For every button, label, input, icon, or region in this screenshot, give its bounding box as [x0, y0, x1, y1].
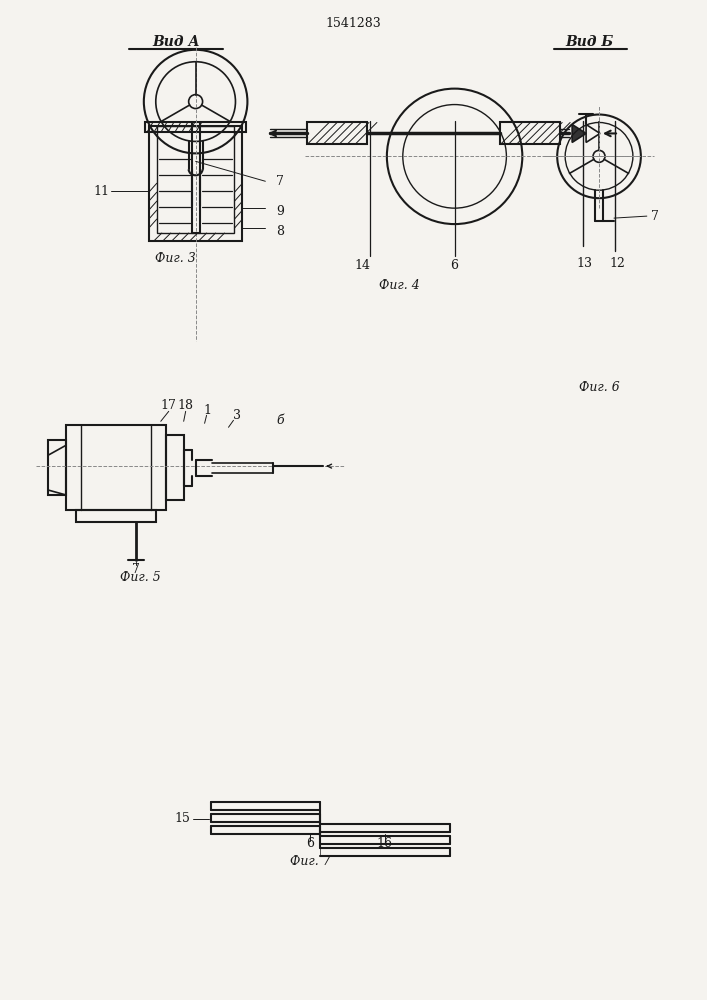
Text: б: б — [276, 414, 284, 427]
Polygon shape — [572, 124, 586, 142]
Bar — [157, 126, 235, 233]
Text: Фиг. 4: Фиг. 4 — [380, 279, 420, 292]
Text: 7: 7 — [276, 175, 284, 188]
Text: 1541283: 1541283 — [325, 17, 381, 30]
Text: 11: 11 — [93, 185, 109, 198]
Bar — [48, 440, 66, 495]
Text: 13: 13 — [576, 257, 592, 270]
Bar — [66, 425, 165, 510]
Text: 7: 7 — [132, 563, 140, 576]
Text: 1: 1 — [204, 404, 211, 417]
Text: Фиг. 7: Фиг. 7 — [290, 855, 331, 868]
Text: 16: 16 — [377, 837, 393, 850]
Text: 9: 9 — [276, 205, 284, 218]
Bar — [145, 122, 247, 132]
Text: Вид А: Вид А — [152, 35, 199, 49]
Bar — [307, 122, 367, 144]
Text: 14: 14 — [354, 259, 370, 272]
Bar — [165, 435, 184, 500]
Text: 17: 17 — [160, 399, 177, 412]
Text: 6: 6 — [306, 837, 314, 850]
Bar — [76, 510, 156, 522]
Text: 3: 3 — [233, 409, 242, 422]
Text: 15: 15 — [175, 812, 191, 825]
Text: 8: 8 — [276, 225, 284, 238]
Text: Фиг. 3: Фиг. 3 — [156, 252, 196, 265]
Bar — [501, 122, 560, 144]
Text: Вид Б: Вид Б — [565, 35, 613, 49]
Text: 7: 7 — [651, 210, 659, 223]
Text: 6: 6 — [450, 259, 459, 272]
Text: 18: 18 — [177, 399, 194, 412]
Text: Фиг. 5: Фиг. 5 — [120, 571, 161, 584]
Text: 12: 12 — [609, 257, 625, 270]
Bar — [148, 126, 243, 241]
Text: Фиг. 6: Фиг. 6 — [578, 381, 619, 394]
